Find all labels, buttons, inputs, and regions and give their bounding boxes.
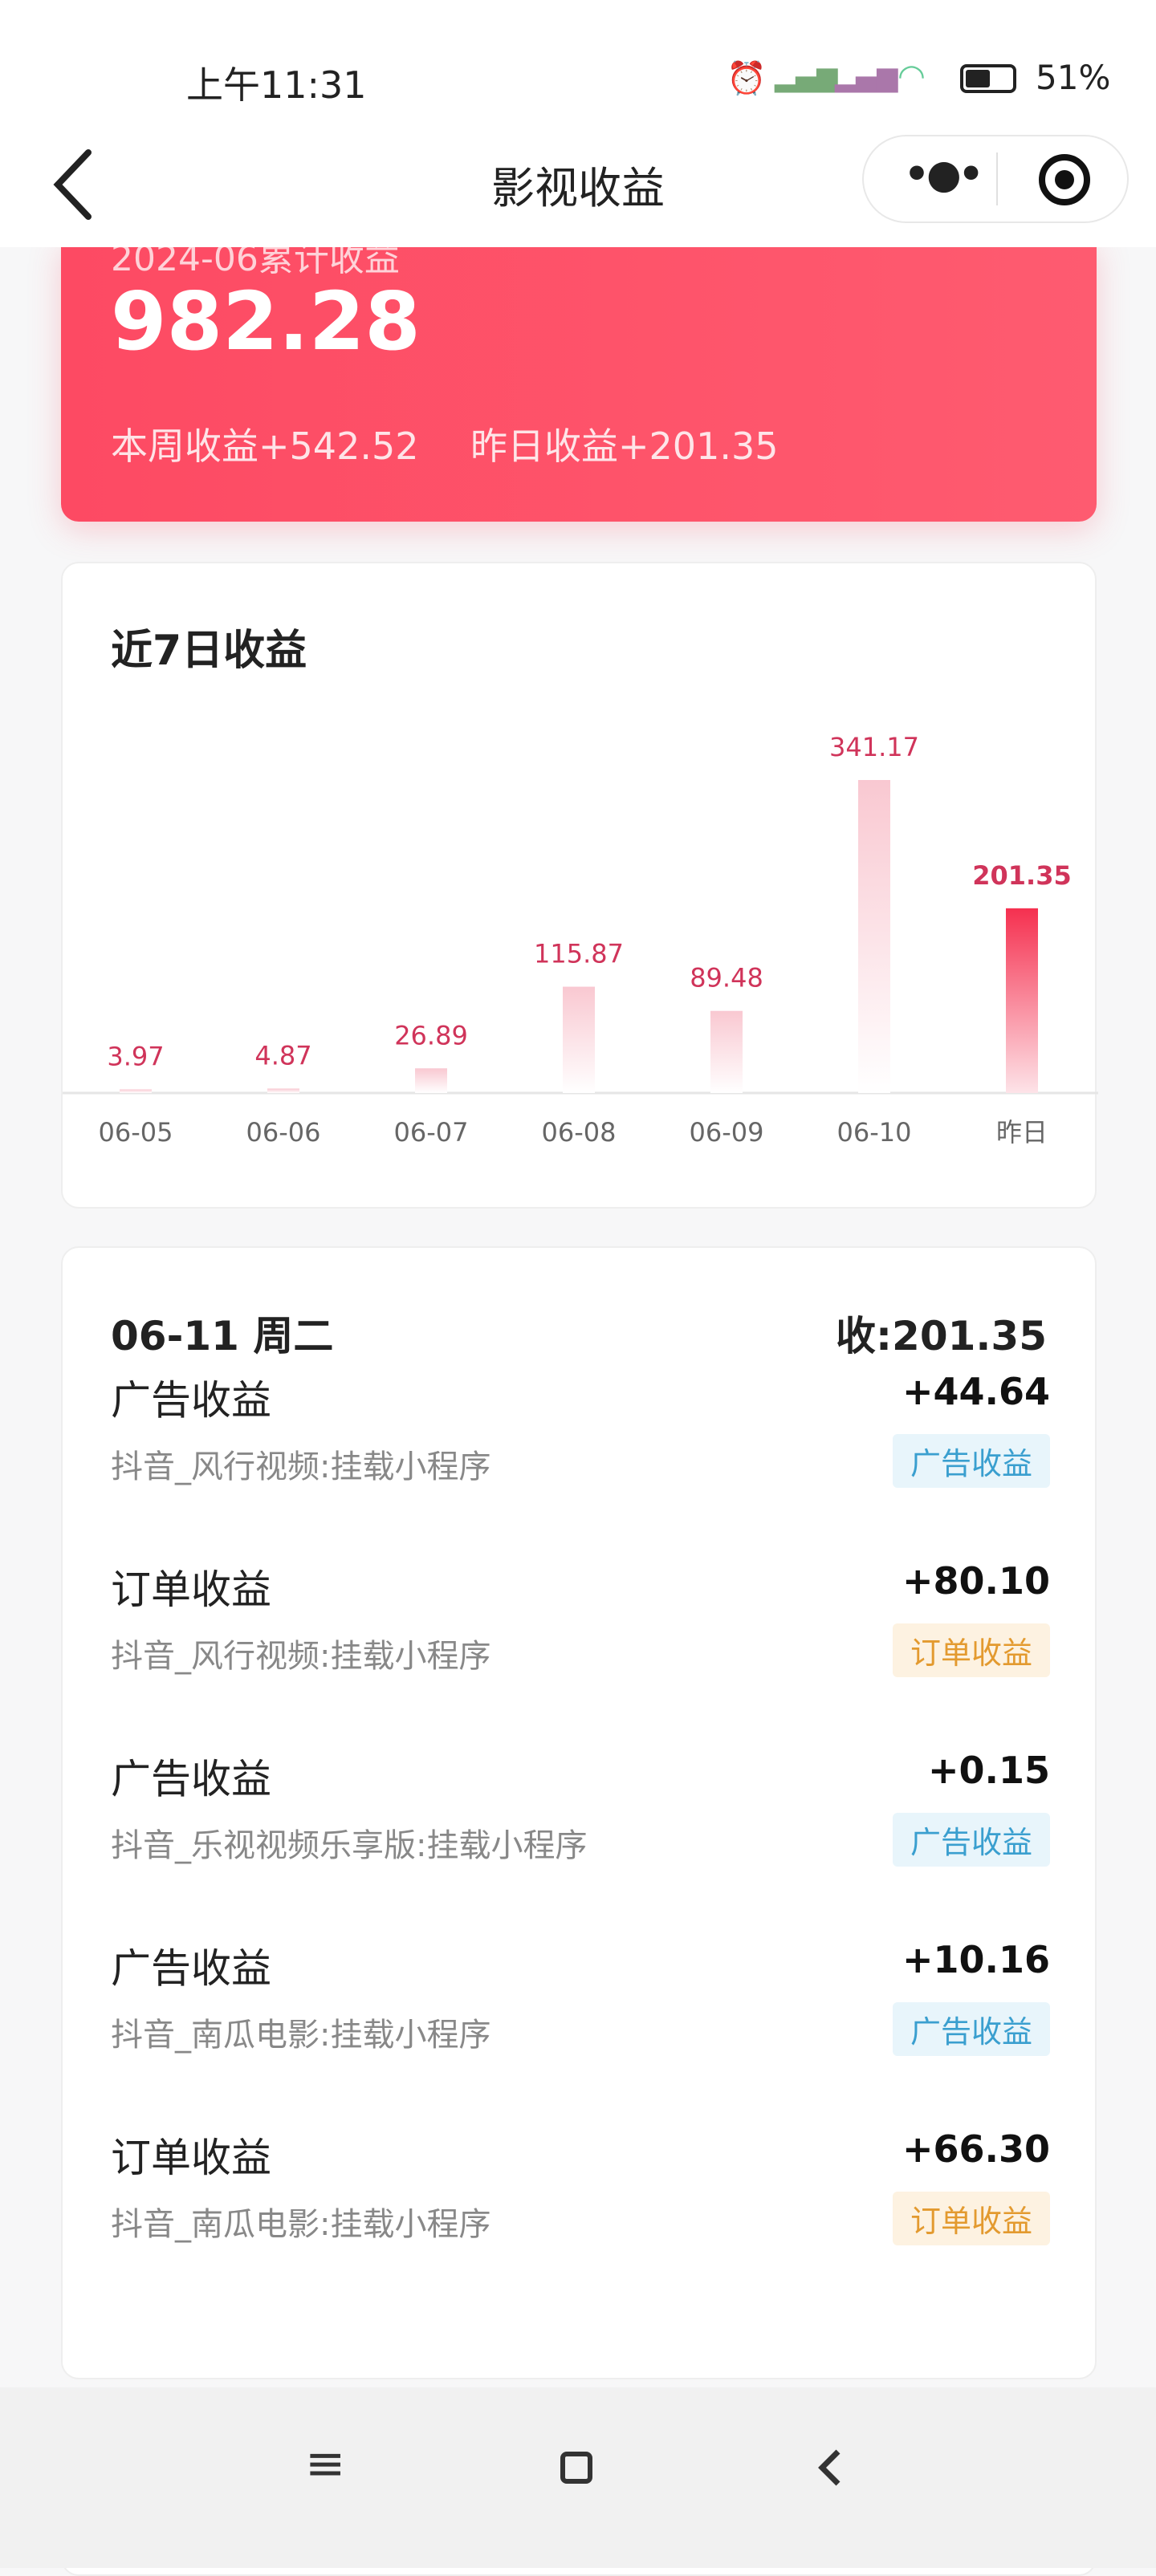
x-tick-label: 06-06 [246, 1117, 321, 1148]
chart-title: 近7日收益 [111, 627, 307, 675]
signal-icon: ▂▄▆ [775, 61, 838, 93]
item-tag: 订单收益 [892, 1623, 1050, 1677]
item-amount: +80.10 [902, 1559, 1050, 1603]
item-source: 抖音_风行视频:挂载小程序 [111, 1638, 491, 1675]
battery-icon [960, 64, 1016, 93]
x-tick-label: 昨日 [996, 1117, 1048, 1148]
x-tick-label: 06-09 [690, 1117, 764, 1148]
list-item[interactable]: 订单收益 抖音_南瓜电影:挂载小程序 +66.30 订单收益 [63, 2126, 1098, 2315]
bar-value-label: 115.87 [534, 939, 624, 969]
page-title: 影视收益 [491, 163, 665, 213]
detail-date: 06-11 周二 [111, 1313, 334, 1359]
bar-value-label: 4.87 [254, 1040, 311, 1071]
x-tick-label: 06-07 [394, 1117, 469, 1148]
item-source: 抖音_乐视视频乐享版:挂载小程序 [111, 1827, 588, 1864]
back-icon[interactable] [814, 2447, 846, 2489]
list-item[interactable]: 广告收益 抖音_南瓜电影:挂载小程序 +10.16 广告收益 [63, 1936, 1098, 2126]
item-source: 抖音_风行视频:挂载小程序 [111, 1448, 491, 1485]
summary-card: 2024-06累计收益 982.28 本周收益+542.52 昨日收益+201.… [61, 241, 1097, 522]
yesterday-earnings: 昨日收益+201.35 [470, 425, 779, 468]
item-title: 广告收益 [111, 1945, 271, 1992]
bar-value-label: 3.97 [107, 1041, 164, 1071]
capsule-divider [996, 152, 998, 205]
item-tag: 订单收益 [892, 2192, 1050, 2245]
status-bar: 上午11:31 ⏰ ▂▄▆ ▂▄▆ ◠ 51% [0, 0, 1156, 144]
bar [267, 1088, 299, 1093]
item-source: 抖音_南瓜电影:挂载小程序 [111, 2017, 491, 2054]
item-amount: +10.16 [902, 1938, 1050, 1981]
nav-bar: 影视收益 •●• [0, 135, 1156, 247]
item-title: 订单收益 [111, 1566, 271, 1613]
bar [415, 1068, 447, 1093]
item-title: 广告收益 [111, 1756, 271, 1802]
detail-card: 06-11 周二 收:201.35 广告收益 抖音_风行视频:挂载小程序 +44… [61, 1246, 1097, 2379]
bar-value-label: 341.17 [829, 732, 919, 762]
bar-chart: 3.97 06-05 4.87 06-06 26.89 06-07 115.87 06-08 8… [63, 732, 1098, 1148]
item-amount: +0.15 [927, 1749, 1050, 1792]
system-nav-bar: ≡ [0, 2387, 1156, 2568]
menu-icon[interactable]: ≡ [305, 2436, 346, 2492]
bar-value-label: 89.48 [690, 963, 763, 993]
bar [1006, 908, 1038, 1093]
capsule-menu: •●• [862, 135, 1129, 223]
item-source: 抖音_南瓜电影:挂载小程序 [111, 2206, 491, 2243]
item-tag: 广告收益 [892, 2002, 1050, 2056]
item-tag: 广告收益 [892, 1434, 1050, 1488]
x-tick-label: 06-05 [99, 1117, 173, 1148]
month-total: 982.28 [111, 274, 421, 368]
chevron-left-icon[interactable] [48, 144, 96, 225]
list-item[interactable]: 广告收益 抖音_风行视频:挂载小程序 +44.64 广告收益 [63, 1368, 1098, 1558]
battery-level: 51% [1036, 58, 1111, 97]
item-title: 广告收益 [111, 1377, 271, 1424]
detail-total: 收:201.35 [836, 1313, 1047, 1359]
x-tick-label: 06-10 [837, 1117, 912, 1148]
bar-value-label: 26.89 [394, 1020, 468, 1050]
list-item[interactable]: 广告收益 抖音_乐视视频乐享版:挂载小程序 +0.15 广告收益 [63, 1747, 1098, 1936]
x-tick-label: 06-08 [542, 1117, 617, 1148]
alarm-icon: ⏰ [727, 60, 767, 97]
signal-icon-2: ▂▄▆ [835, 61, 898, 93]
wifi-icon: ◠ [898, 58, 926, 95]
home-icon[interactable] [560, 2452, 592, 2484]
target-icon[interactable] [1039, 154, 1090, 205]
week-earnings: 本周收益+542.52 [111, 425, 419, 468]
item-amount: +44.64 [902, 1370, 1050, 1413]
bar [710, 1010, 743, 1093]
more-dots-icon[interactable]: •●• [904, 151, 984, 197]
item-title: 订单收益 [111, 2135, 271, 2181]
chart-card: 近7日收益 3.97 06-05 4.87 06-06 26.89 06-07 115.87… [61, 562, 1098, 1209]
bar [563, 986, 595, 1093]
month-label: 2024-06累计收益 [111, 241, 400, 279]
bar [120, 1089, 152, 1093]
bar [858, 780, 890, 1093]
status-time: 上午11:31 [186, 63, 367, 107]
list-item[interactable]: 订单收益 抖音_风行视频:挂载小程序 +80.10 订单收益 [63, 1558, 1098, 1747]
item-tag: 广告收益 [892, 1813, 1050, 1867]
item-amount: +66.30 [902, 2127, 1050, 2171]
bar-value-label: 201.35 [972, 860, 1071, 891]
